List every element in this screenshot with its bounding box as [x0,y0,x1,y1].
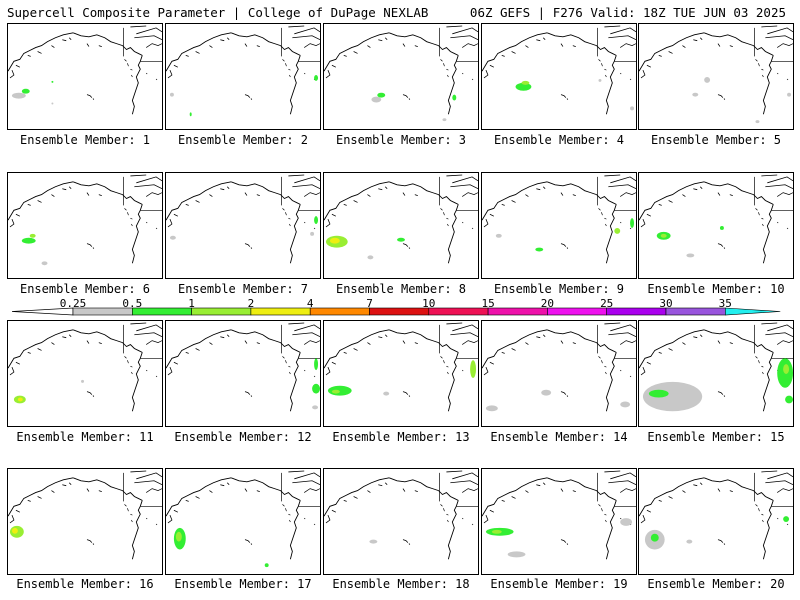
map-panel-member-5 [638,23,794,130]
map-panel-member-1 [7,23,163,130]
map-panel-member-12 [165,320,321,427]
colorbar-segment [606,307,667,316]
member-caption: Ensemble Member: 10 [647,282,785,296]
member-caption: Ensemble Member: 17 [174,577,312,591]
member-caption: Ensemble Member: 20 [647,577,785,591]
map-panel-member-3 [323,23,479,130]
colorbar-segment [547,307,608,316]
colorbar-tick-label: 30 [659,297,673,310]
colorbar-segment [309,307,370,316]
map-panel-member-6 [7,172,163,279]
colorbar-tick-label: 2 [247,297,255,310]
member-caption: Ensemble Member: 19 [490,577,628,591]
map-panel-member-14 [481,320,637,427]
map-panel-member-2 [165,23,321,130]
colorbar-segment [487,307,548,316]
member-caption: Ensemble Member: 13 [332,430,470,444]
map-panel-member-19 [481,468,637,575]
colorbar-tick-label: 10 [422,297,436,310]
map-panel-member-17 [165,468,321,575]
member-caption: Ensemble Member: 8 [335,282,467,296]
map-panel-member-15 [638,320,794,427]
member-caption: Ensemble Member: 15 [647,430,785,444]
colorbar-tick-label: 7 [366,297,373,310]
colorbar-tick-label: 4 [306,297,314,310]
colorbar-tick-label: 20 [540,297,555,310]
map-panel-member-18 [323,468,479,575]
member-caption: Ensemble Member: 14 [490,430,628,444]
colorbar-segment [250,307,311,316]
member-caption: Ensemble Member: 16 [16,577,154,591]
map-panel-member-16 [7,468,163,575]
map-panel-member-11 [7,320,163,427]
header-valid-time: 06Z GEFS | F276 Valid: 18Z TUE JUN 03 20… [469,5,786,20]
colorbar-tick-label: 25 [600,297,614,310]
header-title: Supercell Composite Parameter | College … [7,5,429,20]
member-caption: Ensemble Member: 5 [650,133,782,147]
colorbar-tick-label: 15 [481,297,495,310]
colorbar-tick-label: 0.25 [59,297,87,310]
member-caption: Ensemble Member: 1 [19,133,151,147]
color-scale-bar [12,307,781,316]
map-panel-member-8 [323,172,479,279]
map-panel-member-20 [638,468,794,575]
map-panel-member-9 [481,172,637,279]
member-caption: Ensemble Member: 3 [335,133,467,147]
map-panel-member-4 [481,23,637,130]
colorbar-segment [428,307,489,316]
colorbar-right-arrow [724,307,781,316]
colorbar-tick-label: 0.5 [122,297,143,310]
colorbar-segment [369,307,430,316]
map-panel-member-7 [165,172,321,279]
member-caption: Ensemble Member: 11 [16,430,154,444]
map-panel-member-13 [323,320,479,427]
map-panel-member-10 [638,172,794,279]
member-caption: Ensemble Member: 9 [493,282,625,296]
member-caption: Ensemble Member: 12 [174,430,312,444]
colorbar-segment [191,307,252,316]
member-caption: Ensemble Member: 7 [177,282,309,296]
colorbar-tick-label: 1 [188,297,195,310]
member-caption: Ensemble Member: 18 [332,577,470,591]
colorbar-tick-label: 35 [718,297,732,310]
member-caption: Ensemble Member: 4 [493,133,625,147]
member-caption: Ensemble Member: 6 [19,282,151,296]
colorbar-segment [665,307,726,316]
member-caption: Ensemble Member: 2 [177,133,309,147]
